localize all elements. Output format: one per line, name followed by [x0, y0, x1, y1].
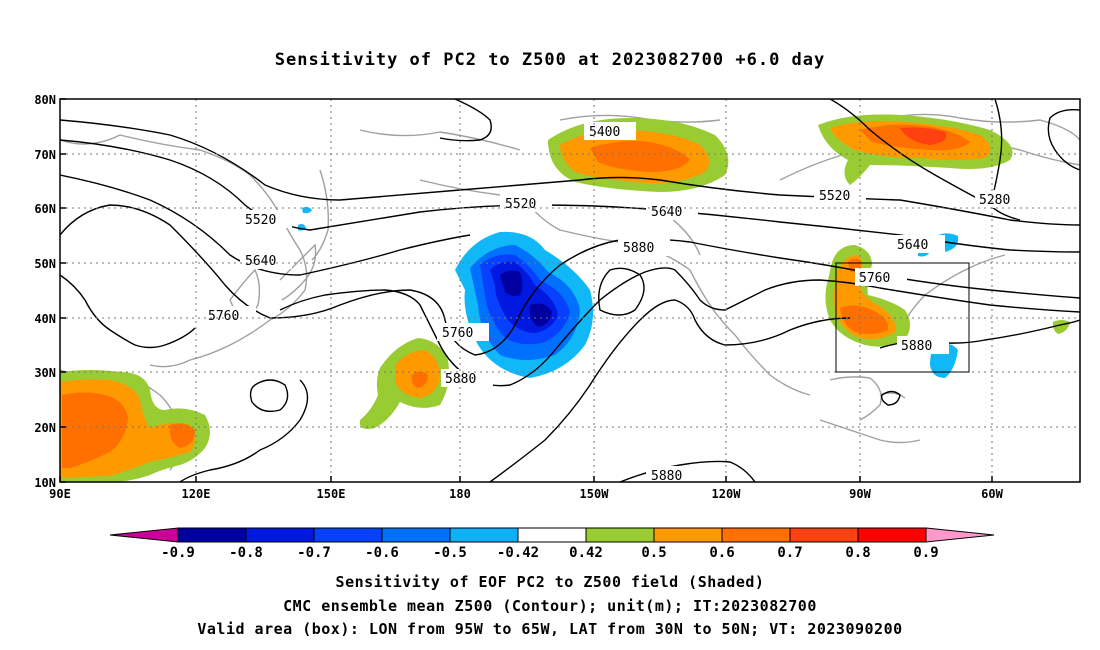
colorbar-segment	[449, 527, 519, 543]
colorbar-tick-label: -0.7	[297, 545, 331, 561]
lon-label: 60W	[981, 487, 1003, 501]
lon-axis	[59, 476, 993, 482]
lat-label: 30N	[34, 366, 56, 380]
lat-label: 70N	[34, 148, 56, 162]
lat-lon-grid	[60, 99, 1080, 482]
colorbar-tick-label: 0.5	[641, 545, 666, 561]
colorbar: -0.9 -0.8 -0.7 -0.6 -0.5 -0.42 0.42 0.5 0.6 0.7 0.…	[109, 527, 995, 561]
valid-area-box	[835, 262, 970, 373]
colorbar-tick-label: 0.8	[845, 545, 870, 561]
colorbar-segment	[381, 527, 451, 543]
colorbar-tick-label: -0.8	[229, 545, 263, 561]
map-title: Sensitivity of PC2 to Z500 at 2023082700…	[274, 50, 826, 70]
contour-label: 5640	[897, 238, 928, 253]
colorbar-segment	[653, 527, 723, 543]
contour-label: 5400	[589, 125, 620, 140]
colorbar-segment	[721, 527, 791, 543]
caption-shading: Sensitivity of EOF PC2 to Z500 field (Sh…	[335, 573, 765, 591]
lat-label: 10N	[34, 476, 56, 490]
lat-label: 80N	[34, 93, 56, 107]
colorbar-tick-label: -0.5	[433, 545, 467, 561]
colorbar-tick-label: -0.6	[365, 545, 399, 561]
lat-axis	[60, 98, 66, 483]
colorbar-tick-label: 0.7	[777, 545, 802, 561]
contour-label: 5880	[445, 372, 476, 387]
lon-label: 120E	[182, 487, 211, 501]
lon-label: 90W	[849, 487, 871, 501]
lon-label: 90E	[49, 487, 71, 501]
contour-label: 5880	[901, 339, 932, 354]
lat-label: 40N	[34, 312, 56, 326]
contour-label: 5880	[651, 469, 682, 484]
contour-label: 5760	[859, 271, 890, 286]
colorbar-segment	[857, 527, 927, 543]
contour-label: 5520	[819, 189, 850, 204]
lon-labels: 90E 120E 150E 180 150W 120W 90W 60W	[49, 487, 1003, 501]
colorbar-segment	[177, 527, 247, 543]
colorbar-tick-label: -0.42	[497, 545, 539, 561]
contour-label: 5880	[623, 241, 654, 256]
contour-label: 5760	[208, 309, 239, 324]
colorbar-segment	[245, 527, 315, 543]
colorbar-segment	[517, 527, 587, 543]
colorbar-segment	[313, 527, 383, 543]
caption-contour: CMC ensemble mean Z500 (Contour); unit(m…	[283, 597, 817, 615]
colorbar-low-extension	[109, 527, 179, 543]
contour-label: 5640	[245, 254, 276, 269]
contour-labels: 5400 5280 5520 5520 5520 5640 5640 5640 …	[204, 122, 1027, 484]
colorbar-high-extension	[925, 527, 995, 543]
negative-sensitivity-shading	[298, 206, 959, 378]
colorbar-segment	[585, 527, 655, 543]
contour-label: 5640	[651, 205, 682, 220]
plot-frame	[59, 98, 1081, 483]
contour-label: 5760	[442, 326, 473, 341]
lon-label: 150E	[317, 487, 346, 501]
colorbar-tick-label: -0.9	[161, 545, 195, 561]
lat-labels: 80N 70N 60N 50N 40N 30N 20N 10N	[34, 93, 56, 490]
lat-label: 60N	[34, 202, 56, 216]
contour-label: 5520	[505, 197, 536, 212]
lon-label: 150W	[580, 487, 610, 501]
lon-label: 180	[449, 487, 471, 501]
lat-label: 50N	[34, 257, 56, 271]
lon-label: 120W	[712, 487, 742, 501]
colorbar-segment	[789, 527, 859, 543]
contour-label: 5280	[979, 193, 1010, 208]
colorbar-tick-label: 0.6	[709, 545, 734, 561]
contour-label: 5520	[245, 213, 276, 228]
lat-label: 20N	[34, 421, 56, 435]
caption-valid-area: Valid area (box): LON from 95W to 65W, L…	[197, 620, 903, 638]
colorbar-tick-label: 0.42	[569, 545, 603, 561]
colorbar-tick-label: 0.9	[913, 545, 938, 561]
